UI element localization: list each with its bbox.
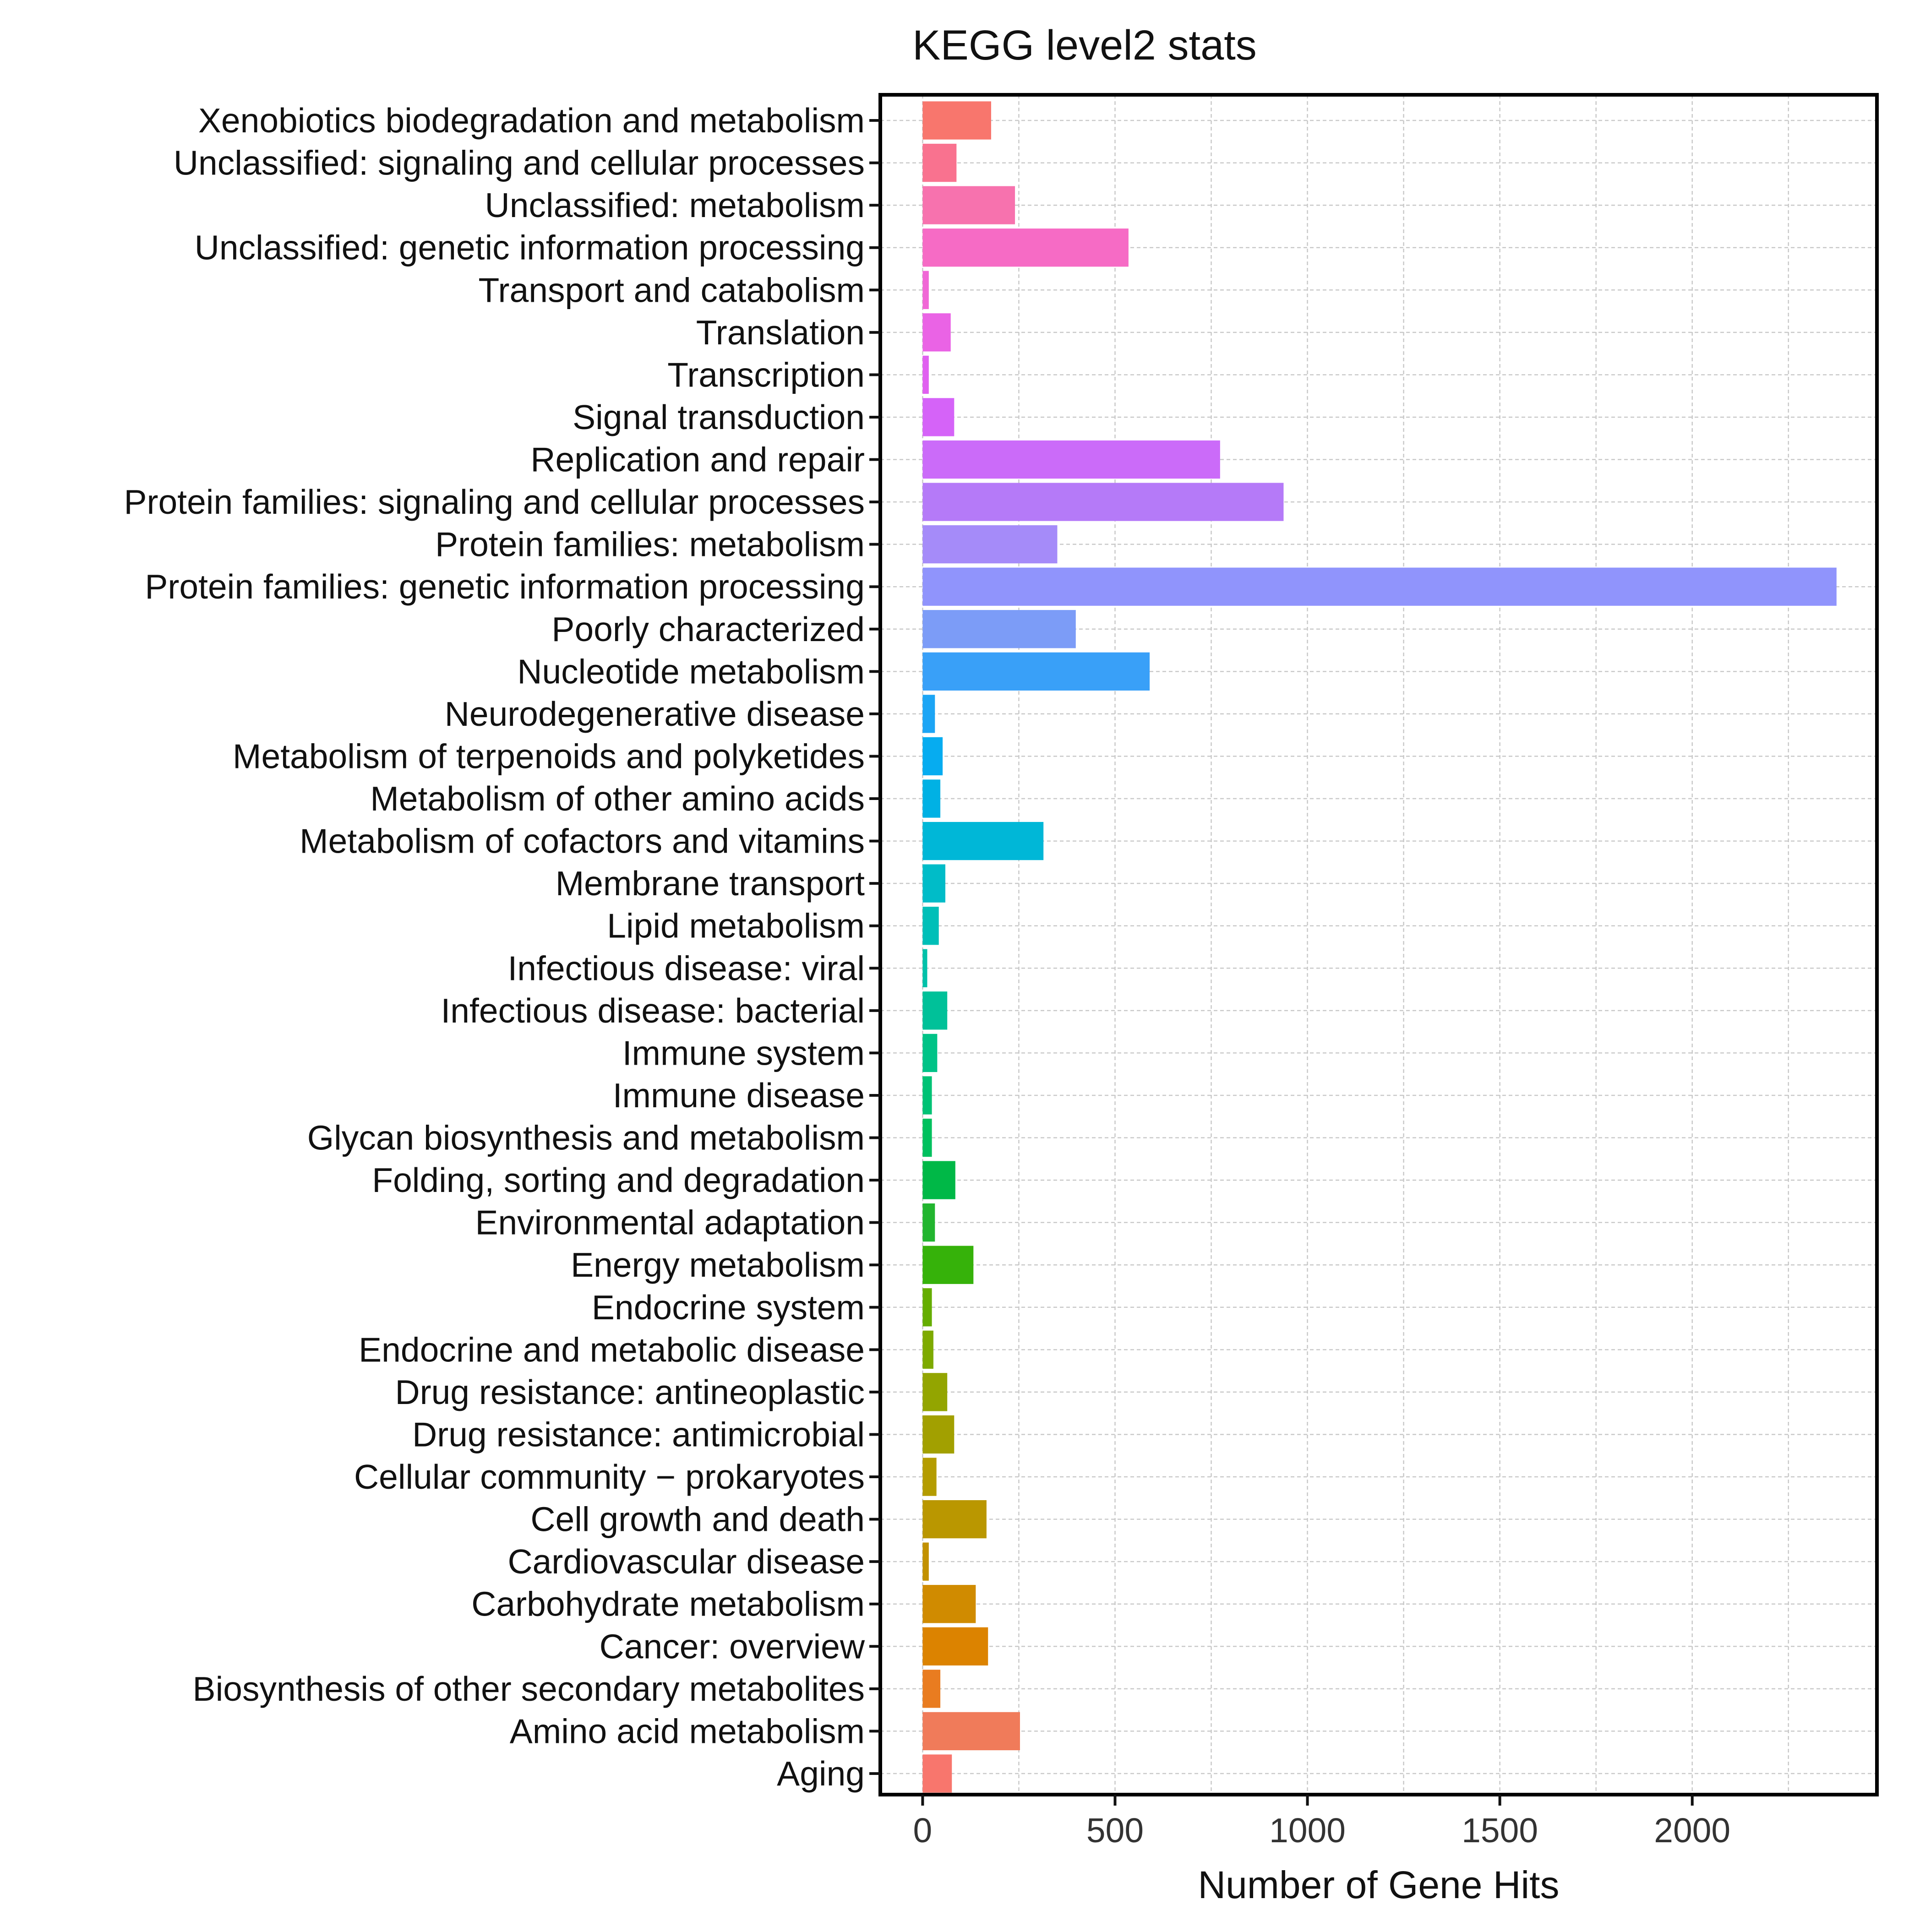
bar xyxy=(922,1458,937,1496)
bar xyxy=(922,1415,954,1454)
bar xyxy=(922,949,927,987)
category-label: Unclassified: metabolism xyxy=(485,186,865,224)
grid-layer xyxy=(880,95,1877,1795)
category-label: Metabolism of other amino acids xyxy=(370,779,865,818)
category-label: Amino acid metabolism xyxy=(510,1712,865,1750)
category-label: Unclassified: genetic information proces… xyxy=(195,229,865,267)
category-label: Endocrine system xyxy=(592,1288,865,1327)
category-label: Cellular community − prokaryotes xyxy=(354,1458,865,1496)
category-label: Aging xyxy=(777,1754,865,1793)
bar xyxy=(922,1712,1020,1751)
y-axis: Xenobiotics biodegradation and metabolis… xyxy=(124,101,880,1793)
category-label: Neurodegenerative disease xyxy=(445,695,865,733)
category-label: Drug resistance: antimicrobial xyxy=(412,1415,865,1453)
bar xyxy=(922,567,1837,606)
category-label: Transport and catabolism xyxy=(479,271,865,309)
x-tick-label: 0 xyxy=(913,1811,933,1850)
category-label: Nucleotide metabolism xyxy=(517,652,865,691)
bar xyxy=(922,1585,976,1623)
bar xyxy=(922,822,1044,860)
bar xyxy=(922,737,943,776)
category-label: Transcription xyxy=(667,355,865,394)
category-label: Immune disease xyxy=(613,1076,865,1115)
bar xyxy=(922,1246,974,1284)
x-axis: 0 500 1000 1500 2000 xyxy=(913,1795,1730,1850)
x-tick-label: 2000 xyxy=(1654,1811,1730,1850)
bar xyxy=(922,1203,935,1242)
category-label: Infectious disease: viral xyxy=(507,949,865,987)
category-label: Xenobiotics biodegradation and metabolis… xyxy=(198,101,865,140)
bar xyxy=(922,1754,952,1793)
category-label: Immune system xyxy=(622,1034,865,1072)
bar xyxy=(922,991,948,1030)
bar xyxy=(922,483,1284,521)
bar xyxy=(922,355,929,394)
bar xyxy=(922,779,941,818)
bar xyxy=(922,186,1015,224)
category-label: Signal transduction xyxy=(573,398,865,436)
bar xyxy=(922,1161,955,1199)
bar xyxy=(922,695,935,733)
category-label: Energy metabolism xyxy=(571,1246,865,1284)
bar xyxy=(922,440,1220,479)
category-label: Folding, sorting and degradation xyxy=(372,1161,865,1199)
category-label: Metabolism of cofactors and vitamins xyxy=(300,822,865,860)
bar xyxy=(922,652,1150,691)
bar xyxy=(922,1373,948,1411)
bar xyxy=(922,907,939,945)
bar xyxy=(922,143,957,182)
category-label: Lipid metabolism xyxy=(607,907,865,945)
bar xyxy=(922,1670,941,1708)
bar xyxy=(922,271,929,309)
bar xyxy=(922,313,951,352)
category-label: Cancer: overview xyxy=(600,1627,865,1665)
x-axis-title: Number of Gene Hits xyxy=(1198,1863,1560,1906)
category-label: Membrane transport xyxy=(556,864,865,903)
bar xyxy=(922,398,954,436)
bar-layer xyxy=(922,101,1837,1793)
bar xyxy=(922,1118,932,1157)
category-label: Cell growth and death xyxy=(530,1500,865,1539)
x-tick-label: 500 xyxy=(1086,1811,1144,1850)
bar xyxy=(922,101,991,140)
category-label: Metabolism of terpenoids and polyketides xyxy=(233,737,865,775)
category-label: Protein families: signaling and cellular… xyxy=(124,483,865,521)
category-label: Environmental adaptation xyxy=(475,1203,865,1242)
bar xyxy=(922,229,1129,267)
category-label: Unclassified: signaling and cellular pro… xyxy=(174,144,865,182)
category-label: Protein families: genetic information pr… xyxy=(145,567,865,606)
category-label: Endocrine and metabolic disease xyxy=(359,1330,865,1369)
category-label: Biosynthesis of other secondary metaboli… xyxy=(193,1670,865,1708)
bar xyxy=(922,1034,938,1072)
category-label: Infectious disease: bacterial xyxy=(441,991,865,1030)
bar xyxy=(922,1500,987,1539)
category-label: Cardiovascular disease xyxy=(507,1542,865,1581)
bar xyxy=(922,1288,932,1327)
bar xyxy=(922,1330,933,1369)
category-label: Drug resistance: antineoplastic xyxy=(395,1373,865,1411)
category-label: Protein families: metabolism xyxy=(435,525,865,564)
x-tick-label: 1000 xyxy=(1269,1811,1346,1850)
category-label: Poorly characterized xyxy=(551,610,865,648)
bar xyxy=(922,1542,929,1581)
bar xyxy=(922,610,1076,648)
plot-frame xyxy=(878,93,1879,1796)
bar xyxy=(922,525,1058,564)
chart-title: KEGG level2 stats xyxy=(912,22,1257,69)
category-label: Translation xyxy=(696,313,865,352)
bar xyxy=(922,1627,988,1665)
category-label: Replication and repair xyxy=(530,441,865,479)
bar xyxy=(922,1076,932,1115)
category-label: Carbohydrate metabolism xyxy=(471,1585,865,1623)
bar xyxy=(922,864,945,903)
x-tick-label: 1500 xyxy=(1462,1811,1538,1850)
category-label: Glycan biosynthesis and metabolism xyxy=(307,1119,865,1157)
